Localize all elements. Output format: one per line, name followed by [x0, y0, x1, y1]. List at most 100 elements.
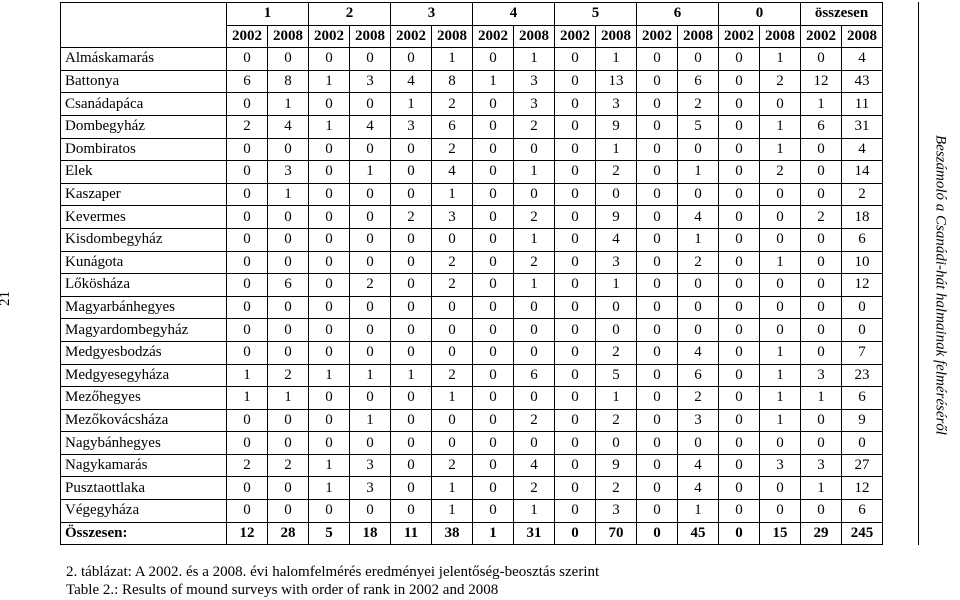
cell: 0: [472, 363, 514, 388]
year-header: 2008: [513, 24, 555, 49]
cell: 2: [431, 250, 473, 275]
cell: 9: [595, 114, 637, 139]
cell: 0: [308, 92, 350, 116]
cell: 43: [841, 69, 883, 94]
row-label: Almáskamarás: [60, 47, 227, 71]
cell: 0: [513, 386, 555, 410]
cell: 0: [390, 340, 432, 365]
cell: 0: [636, 69, 678, 94]
cell: 6: [677, 69, 719, 94]
data-row: Magyardombegyház 0 0 0 0 0 0 0 0 0 0 0 0 0 0 0 0: [60, 318, 883, 342]
cell: 0: [718, 47, 760, 71]
data-row: Medgyesegyháza 1 2 1 1 1 2 0 6 0 5 0 6 0 1 3 23: [60, 363, 883, 388]
cell: 2: [513, 114, 555, 139]
cell: 0: [390, 227, 432, 252]
cell: 3: [595, 499, 637, 523]
cell: 2: [800, 205, 842, 229]
cell: 0: [308, 318, 350, 342]
cell: 8: [267, 69, 309, 94]
cell: 0: [759, 273, 801, 297]
cell: 3: [800, 453, 842, 478]
data-row: Végegyháza 0 0 0 0 0 1 0 1 0 3 0 1 0 0 0 6: [60, 499, 883, 523]
cell: 0: [308, 137, 350, 162]
row-label: Kunágota: [60, 250, 227, 275]
year-header: 2008: [677, 24, 719, 49]
cell: 9: [595, 453, 637, 478]
cell: 2: [759, 69, 801, 94]
cell: 0: [718, 476, 760, 501]
cell: 12: [841, 476, 883, 501]
cell: 3: [390, 114, 432, 139]
data-row: Mezőhegyes 1 1 0 0 0 1 0 0 0 1 0 2 0 1 1 6: [60, 386, 883, 410]
data-row: Dombiratos 0 0 0 0 0 2 0 0 0 1 0 0 0 1 0 4: [60, 137, 883, 162]
cell: 0: [636, 137, 678, 162]
row-label: Battonya: [60, 69, 227, 94]
cell: 0: [554, 431, 596, 455]
cell: 0: [636, 92, 678, 116]
cell: 0: [267, 250, 309, 275]
cell: 2: [267, 453, 309, 478]
cell: 0: [472, 182, 514, 207]
cell: 0: [718, 453, 760, 478]
cell: 0: [226, 250, 268, 275]
cell: 0: [800, 499, 842, 523]
cell: 1: [595, 273, 637, 297]
cell: 0: [718, 137, 760, 162]
cell: 0: [308, 47, 350, 71]
cell: 1: [759, 386, 801, 410]
cell: 0: [472, 453, 514, 478]
cell: 0: [636, 386, 678, 410]
cell: 1: [759, 47, 801, 71]
cell: 0: [390, 431, 432, 455]
cell: 1: [267, 182, 309, 207]
group-header: 6: [636, 2, 719, 26]
cell: 0: [636, 453, 678, 478]
cell: 2: [841, 182, 883, 207]
data-row: Nagykamarás 2 2 1 3 0 2 0 4 0 9 0 4 0 3 3 27: [60, 453, 883, 478]
data-row: Kunágota 0 0 0 0 0 2 0 2 0 3 0 2 0 1 0 10: [60, 250, 883, 275]
cell: 0: [759, 431, 801, 455]
cell: 3: [595, 250, 637, 275]
cell: 2: [226, 453, 268, 478]
cell: 0: [759, 227, 801, 252]
cell: 0: [431, 318, 473, 342]
cell: 0: [267, 137, 309, 162]
row-label: Medgyesegyháza: [60, 363, 227, 388]
cell: 0: [841, 431, 883, 455]
row-label: Összesen:: [60, 521, 227, 546]
data-row: Pusztaottlaka 0 0 1 3 0 1 0 2 0 2 0 4 0 0 1 12: [60, 476, 883, 501]
cell: 0: [349, 92, 391, 116]
data-row: Kaszaper 0 1 0 0 0 1 0 0 0 0 0 0 0 0 0 2: [60, 182, 883, 207]
cell: 0: [390, 250, 432, 275]
cell: 0: [636, 476, 678, 501]
cell: 0: [800, 250, 842, 275]
cell: 0: [554, 47, 596, 71]
cell: 0: [308, 340, 350, 365]
cell: 1: [308, 453, 350, 478]
cell: 0: [390, 476, 432, 501]
data-row: Almáskamarás 0 0 0 0 0 1 0 1 0 1 0 0 0 1 0 4: [60, 47, 883, 71]
cell: 0: [308, 386, 350, 410]
cell: 0: [677, 318, 719, 342]
cell: 0: [595, 182, 637, 207]
cell: 0: [431, 408, 473, 433]
cell: 0: [349, 340, 391, 365]
cell: 0: [554, 160, 596, 184]
cell: 0: [472, 92, 514, 116]
cell: 0: [677, 47, 719, 71]
cell: 2: [431, 453, 473, 478]
cell: 6: [841, 227, 883, 252]
cell: 4: [595, 227, 637, 252]
cell: 0: [472, 160, 514, 184]
year-header: 2002: [308, 24, 350, 49]
cell: 6: [677, 363, 719, 388]
cell: 5: [677, 114, 719, 139]
cell: 0: [308, 431, 350, 455]
cell: 3: [431, 205, 473, 229]
caption: 2. táblázat: A 2002. és a 2008. évi halo…: [66, 563, 599, 599]
cell: 0: [267, 295, 309, 320]
row-label: Magyarbánhegyes: [60, 295, 227, 320]
cell: 0: [800, 47, 842, 71]
cell: 0: [677, 137, 719, 162]
cell: 4: [431, 160, 473, 184]
